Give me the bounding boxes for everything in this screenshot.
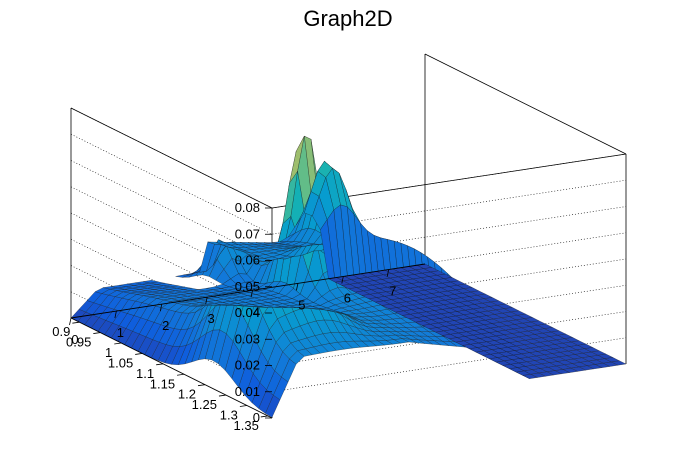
axis-line (70, 263, 426, 319)
z-tick-label: 0.01 (235, 384, 260, 399)
y-tick (260, 415, 268, 418)
x-tick-label: 2 (162, 318, 169, 333)
x-tick-label: 7 (389, 284, 396, 299)
y-tick-label: 0.95 (66, 335, 91, 350)
x-tick-label: 6 (344, 290, 351, 305)
y-tick-label: 1.2 (178, 387, 196, 402)
x-tick-label: 1 (117, 325, 124, 340)
x-tick-label: 4 (253, 304, 260, 319)
x-tick (205, 297, 208, 305)
y-tick (218, 394, 226, 397)
x-tick (296, 283, 299, 291)
z-tick-label: 0.05 (235, 279, 260, 294)
surface-cell (143, 280, 159, 284)
z-tick-label: 0.07 (235, 226, 260, 241)
z-tick-label: 0.04 (235, 305, 260, 320)
x-tick-label: 3 (208, 311, 215, 326)
axis-frame-front (70, 263, 426, 419)
y-tick (114, 342, 122, 345)
y-tick-label: 1.05 (108, 355, 133, 370)
y-tick (156, 363, 164, 366)
z-tick-label: 0.02 (235, 358, 260, 373)
x-tick-label: 5 (298, 297, 305, 312)
x-tick (341, 276, 344, 284)
y-tick (177, 373, 185, 376)
x-tick (114, 310, 117, 319)
z-axis-ticks: 0 0.01 0.02 0.03 0.04 0.05 0.06 0.07 0.08 (235, 200, 272, 425)
y-tick-label: 1.25 (192, 397, 217, 412)
x-axis-ticks: 0 1 2 3 4 5 6 7 (69, 269, 396, 347)
z-tick-label: 0.08 (235, 200, 260, 215)
y-tick (197, 384, 206, 387)
surface-mesh (70, 135, 627, 418)
x-tick (69, 317, 72, 326)
x-tick-label: 0 (71, 332, 78, 347)
y-tick (239, 405, 247, 407)
y-tick-label: 1.15 (150, 376, 175, 391)
axis-line (70, 317, 273, 419)
frame-edge (424, 53, 627, 155)
x-tick (386, 269, 390, 277)
y-tick-label: 1.35 (234, 418, 259, 433)
y-tick-label: 1.1 (136, 366, 154, 381)
y-tick (72, 321, 80, 324)
chart-title: Graph2D (303, 6, 392, 31)
y-tick-label: 0.9 (52, 324, 70, 339)
z-tick-label: 0 (253, 410, 260, 425)
frame-edge (70, 107, 273, 209)
x-tick (159, 304, 163, 312)
z-tick-label: 0.03 (235, 331, 260, 346)
x-tick (250, 290, 253, 298)
y-tick-label: 1 (105, 345, 112, 360)
z-tick-label: 0.06 (235, 253, 260, 268)
y-tick-label: 1.3 (220, 408, 238, 423)
y-tick (135, 353, 143, 355)
y-tick (93, 332, 101, 334)
